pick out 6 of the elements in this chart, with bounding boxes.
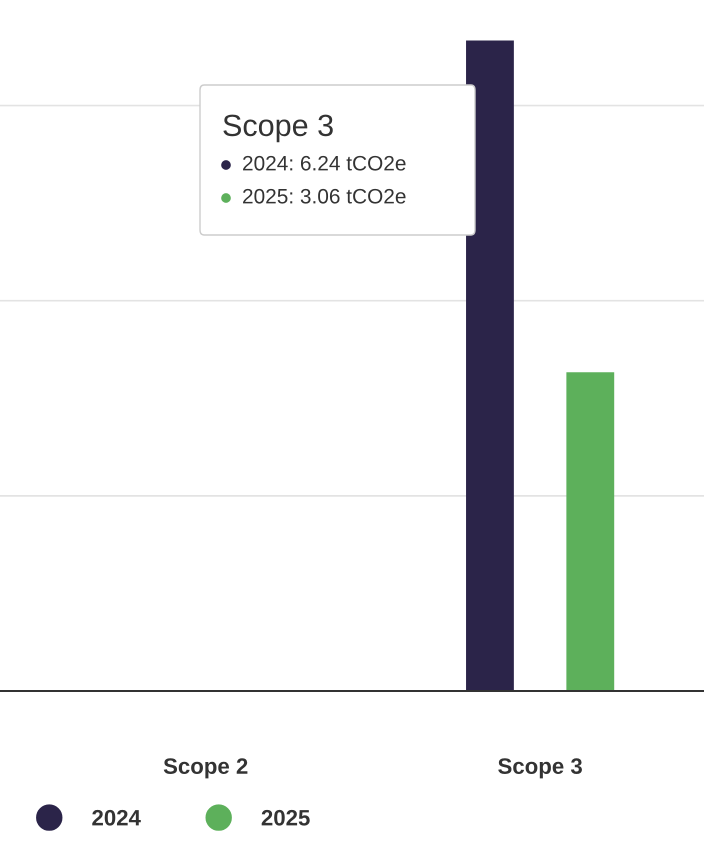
x-tick-label: Scope 2 — [164, 758, 248, 778]
annotation: 2025: 3.06 tCO2e — [243, 188, 406, 204]
legend-label: 2025 — [262, 810, 310, 826]
annotation: 2024: 6.24 tCO2e — [243, 156, 406, 171]
annotation: Scope 3 — [223, 114, 333, 142]
legend-label: 2024 — [92, 810, 141, 826]
